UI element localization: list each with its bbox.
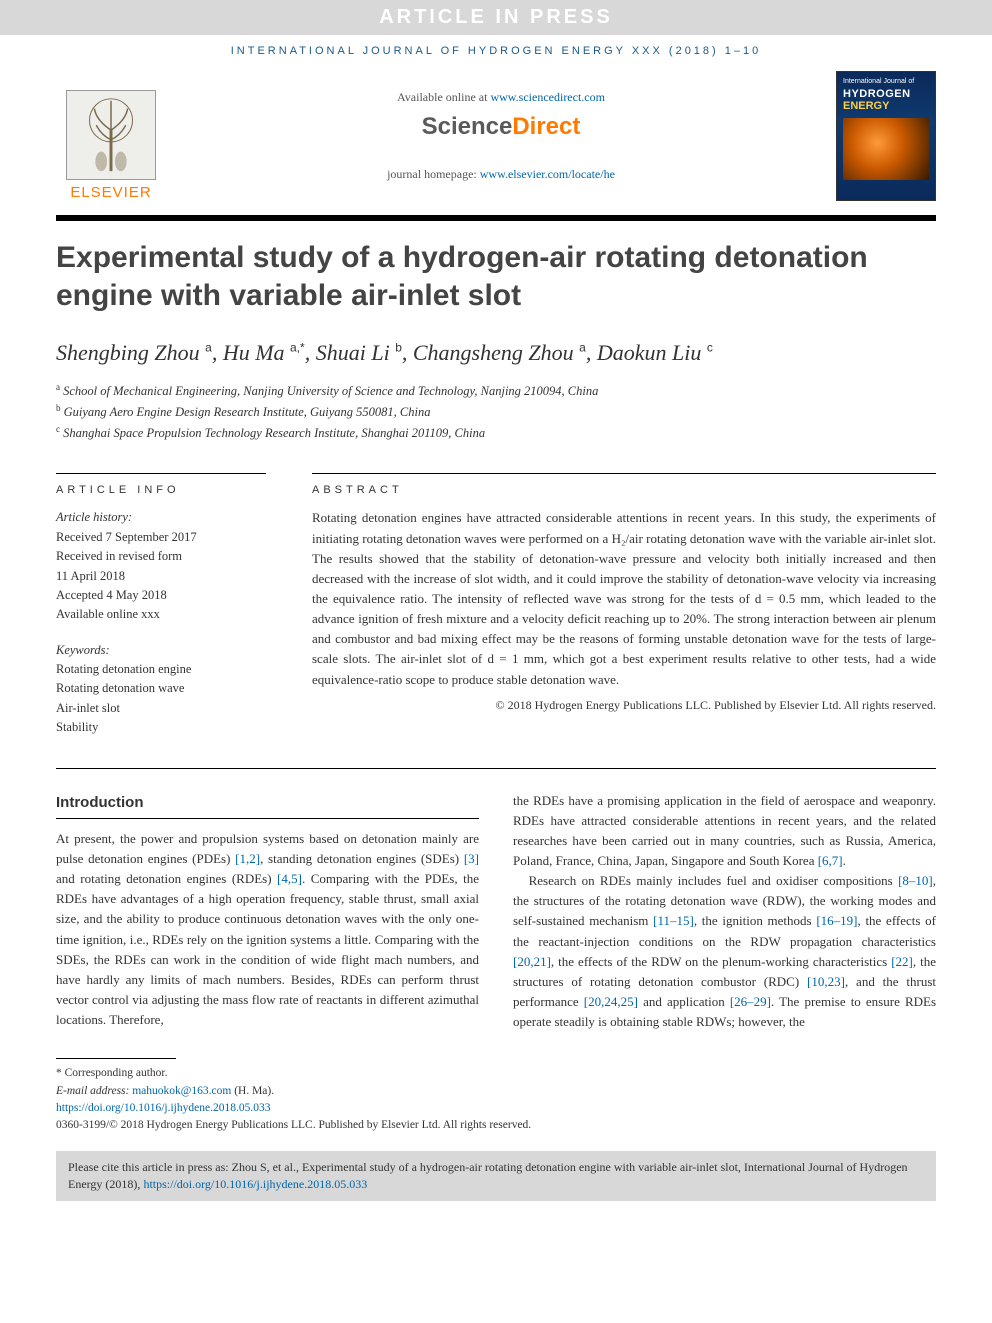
history-online: Available online xxx bbox=[56, 605, 266, 624]
homepage-line: journal homepage: www.elsevier.com/locat… bbox=[186, 167, 816, 182]
affil-c: c Shanghai Space Propulsion Technology R… bbox=[56, 422, 936, 443]
cover-line1: International Journal of bbox=[843, 78, 914, 85]
body-columns: Introduction At present, the power and p… bbox=[0, 769, 992, 1033]
keywords-label: Keywords: bbox=[56, 641, 266, 660]
cover-image-icon bbox=[843, 118, 929, 180]
history-revised1: Received in revised form bbox=[56, 547, 266, 566]
homepage-link[interactable]: www.elsevier.com/locate/he bbox=[480, 167, 615, 181]
article-in-press-banner: ARTICLE IN PRESS bbox=[0, 0, 992, 35]
body-col-right: the RDEs have a promising application in… bbox=[513, 791, 936, 1033]
keyword-2: Air-inlet slot bbox=[56, 699, 266, 718]
history-revised2: 11 April 2018 bbox=[56, 567, 266, 586]
article-info-column: ARTICLE INFO Article history: Received 7… bbox=[56, 473, 266, 737]
journal-reference: INTERNATIONAL JOURNAL OF HYDROGEN ENERGY… bbox=[0, 35, 992, 71]
email-link[interactable]: mahuokok@163.com bbox=[132, 1085, 231, 1097]
elsevier-label: ELSEVIER bbox=[70, 184, 151, 201]
footnotes: * Corresponding author. E-mail address: … bbox=[0, 1059, 992, 1117]
journal-cover-thumbnail: International Journal of HYDROGEN ENERGY bbox=[836, 71, 936, 201]
history-received: Received 7 September 2017 bbox=[56, 528, 266, 547]
email-label: E-mail address: bbox=[56, 1085, 132, 1097]
header-center: Available online at www.sciencedirect.co… bbox=[186, 71, 816, 201]
cover-line3: ENERGY bbox=[843, 100, 889, 112]
article-history: Article history: Received 7 September 20… bbox=[56, 508, 266, 737]
email-line: E-mail address: mahuokok@163.com (H. Ma)… bbox=[56, 1083, 936, 1100]
email-name: (H. Ma). bbox=[234, 1085, 274, 1097]
elsevier-logo-block: ELSEVIER bbox=[56, 71, 166, 201]
cite-box: Please cite this article in press as: Zh… bbox=[56, 1151, 936, 1201]
issn-line: 0360-3199/© 2018 Hydrogen Energy Publica… bbox=[0, 1117, 992, 1141]
keyword-3: Stability bbox=[56, 718, 266, 737]
abstract-text: Rotating detonation engines have attract… bbox=[312, 508, 936, 689]
abstract-heading: ABSTRACT bbox=[312, 473, 936, 496]
intro-paragraph-1: At present, the power and propulsion sys… bbox=[56, 829, 479, 1030]
copyright-line: © 2018 Hydrogen Energy Publications LLC.… bbox=[312, 698, 936, 713]
intro-paragraph-2b: Research on RDEs mainly includes fuel an… bbox=[513, 871, 936, 1032]
header-row: ELSEVIER Available online at www.science… bbox=[0, 71, 992, 201]
elsevier-tree-icon bbox=[66, 90, 156, 180]
history-label: Article history: bbox=[56, 508, 266, 527]
keyword-1: Rotating detonation wave bbox=[56, 679, 266, 698]
history-accepted: Accepted 4 May 2018 bbox=[56, 586, 266, 605]
doi-link[interactable]: https://doi.org/10.1016/j.ijhydene.2018.… bbox=[56, 1102, 270, 1114]
introduction-heading: Introduction bbox=[56, 791, 479, 819]
cite-doi-link[interactable]: https://doi.org/10.1016/j.ijhydene.2018.… bbox=[143, 1177, 367, 1191]
affil-a: a School of Mechanical Engineering, Nanj… bbox=[56, 380, 936, 401]
intro-paragraph-2a: the RDEs have a promising application in… bbox=[513, 791, 936, 872]
sciencedirect-link[interactable]: www.sciencedirect.com bbox=[490, 90, 605, 104]
authors-line: Shengbing Zhou a, Hu Ma a,*, Shuai Li b,… bbox=[56, 340, 936, 366]
page-root: ARTICLE IN PRESS INTERNATIONAL JOURNAL O… bbox=[0, 0, 992, 1201]
homepage-label: journal homepage: bbox=[387, 167, 480, 181]
available-text: Available online at bbox=[397, 90, 490, 104]
affil-b: b Guiyang Aero Engine Design Research In… bbox=[56, 401, 936, 422]
article-info-heading: ARTICLE INFO bbox=[56, 473, 266, 496]
available-online-line: Available online at www.sciencedirect.co… bbox=[186, 90, 816, 105]
sd-direct-text: Direct bbox=[512, 113, 580, 140]
sd-science-text: Science bbox=[422, 113, 513, 140]
cover-line2: HYDROGEN bbox=[843, 88, 911, 100]
meta-row: ARTICLE INFO Article history: Received 7… bbox=[0, 473, 992, 737]
abstract-column: ABSTRACT Rotating detonation engines hav… bbox=[312, 473, 936, 737]
affiliations: a School of Mechanical Engineering, Nanj… bbox=[56, 380, 936, 443]
keyword-0: Rotating detonation engine bbox=[56, 660, 266, 679]
article-title: Experimental study of a hydrogen-air rot… bbox=[56, 239, 936, 314]
body-col-left: Introduction At present, the power and p… bbox=[56, 791, 479, 1033]
title-block: Experimental study of a hydrogen-air rot… bbox=[0, 221, 992, 453]
corresponding-author: * Corresponding author. bbox=[56, 1065, 936, 1082]
sciencedirect-logo: ScienceDirect bbox=[186, 113, 816, 141]
